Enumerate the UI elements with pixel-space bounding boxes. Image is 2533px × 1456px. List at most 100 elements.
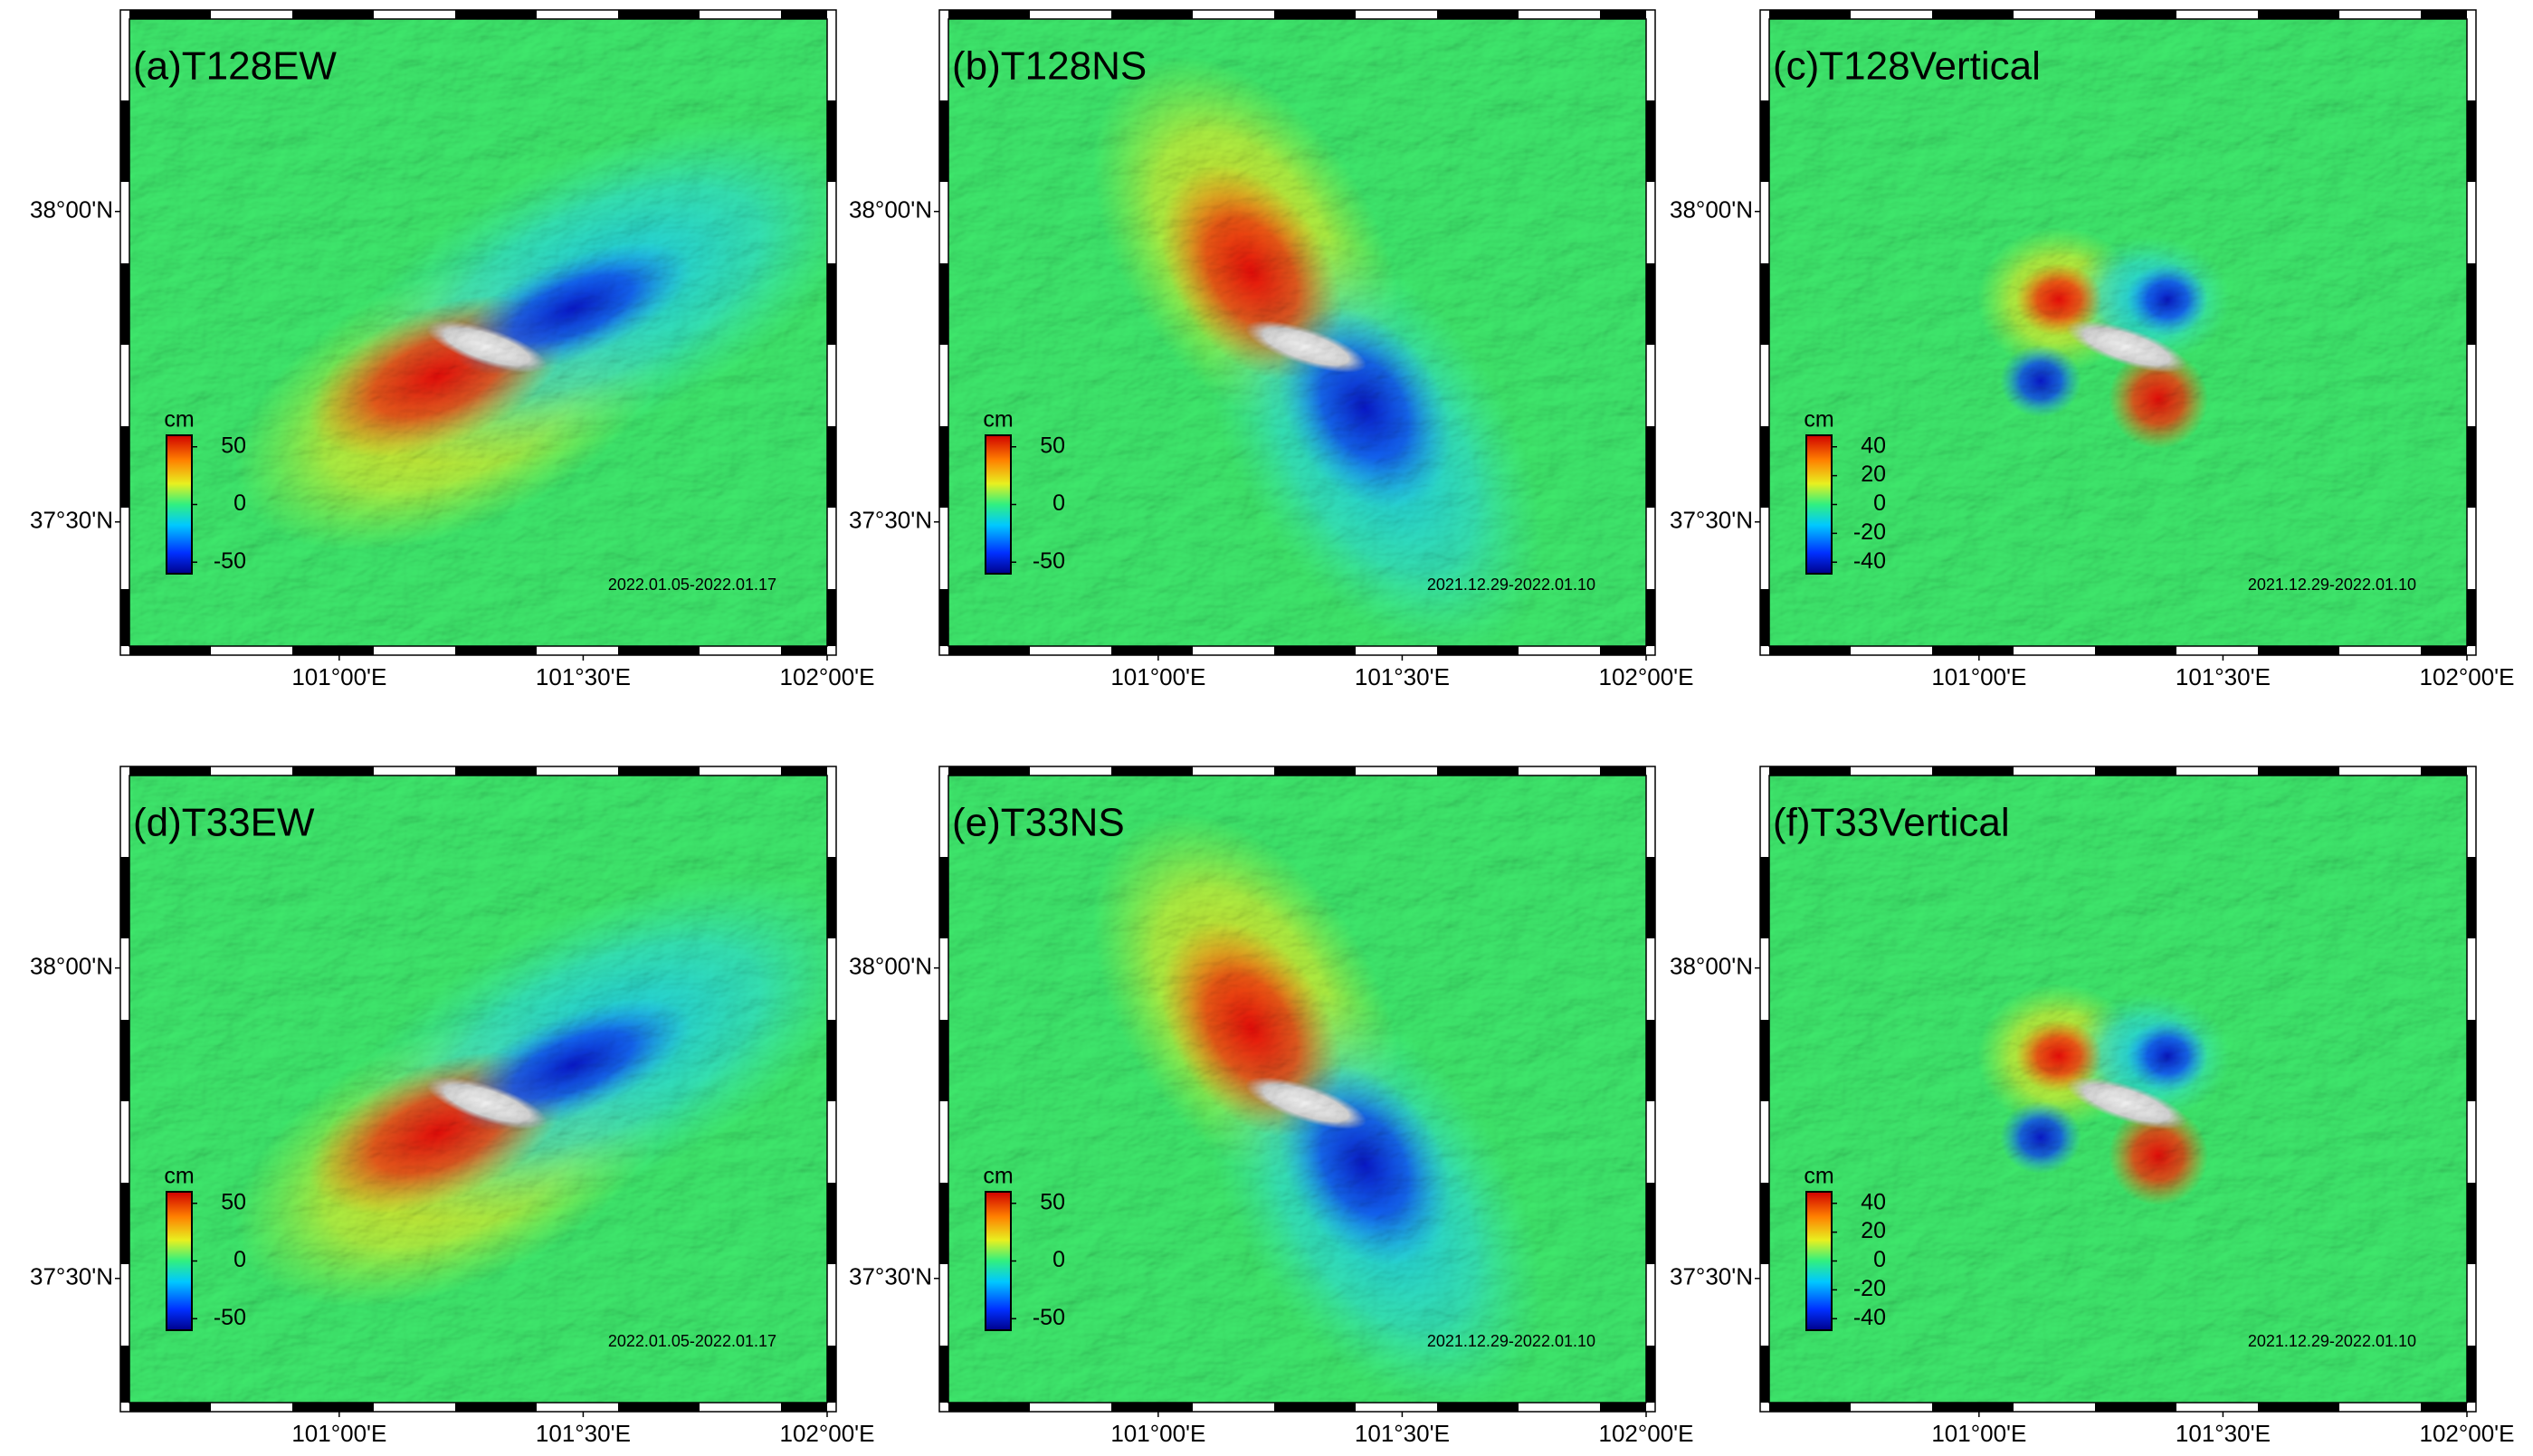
colorbar-tick-label: -50 [214, 548, 246, 574]
map-panel: 37°30'N 38°00'N 101°00'E 101°30'E 102°00'E (c… [1670, 9, 2515, 690]
x-tick-label: 101°30'E [1355, 1420, 1450, 1447]
frame-stripe [1932, 1403, 2014, 1412]
colorbar [166, 434, 193, 575]
frame-stripe [618, 646, 700, 655]
hillshade [1769, 19, 2467, 646]
frame-stripe [2258, 646, 2339, 655]
frame-stripe [120, 426, 129, 508]
frame-stripe [1111, 766, 1193, 776]
frame-stripe [120, 100, 129, 182]
hillshade [1769, 776, 2467, 1403]
map-panel: 37°30'N 38°00'N 101°00'E 101°30'E 102°00'E (a… [30, 9, 875, 690]
frame-stripe [781, 10, 827, 19]
frame-stripe [1437, 766, 1519, 776]
frame-stripe [120, 1020, 129, 1101]
frame-stripe [939, 100, 948, 182]
frame-stripe [939, 589, 948, 646]
colorbar-tick-label: 0 [233, 1247, 246, 1272]
frame-stripe [2095, 10, 2176, 19]
frame-stripe [939, 1183, 948, 1264]
panel-label: (a)T128EW [133, 44, 337, 89]
frame-stripe [120, 589, 129, 646]
frame-stripe [827, 426, 836, 508]
colorbar-tick-label: 0 [1873, 1247, 1886, 1272]
frame-stripe [1111, 1403, 1193, 1412]
colorbar-tick-label: 0 [233, 490, 246, 516]
colorbar-tick-label: 50 [221, 433, 246, 458]
colorbar-tick-label: 40 [1861, 433, 1886, 458]
frame-stripe [2467, 100, 2476, 182]
frame-stripe [2467, 1183, 2476, 1264]
colorbar-tick-label: -50 [1033, 1305, 1065, 1330]
frame-stripe [1769, 766, 1851, 776]
frame-stripe [1646, 589, 1655, 646]
frame-stripe [120, 263, 129, 345]
colorbar-tick-label: 50 [221, 1189, 246, 1214]
frame-stripe [1769, 10, 1851, 19]
colorbar [1805, 434, 1833, 575]
frame-stripe [2258, 766, 2339, 776]
map-panel: 37°30'N 38°00'N 101°00'E 101°30'E 102°00'E (d… [30, 766, 875, 1447]
frame-stripe [1769, 1403, 1851, 1412]
frame-stripe [1760, 1346, 1769, 1403]
frame-stripe [618, 10, 700, 19]
x-tick-label: 102°00'E [2419, 663, 2514, 690]
frame-stripe [2467, 263, 2476, 345]
date-range: 2021.12.29-2022.01.10 [1427, 576, 1595, 594]
colorbar-unit: cm [983, 407, 1013, 433]
x-tick-label: 101°00'E [1110, 663, 1205, 690]
x-tick-label: 101°30'E [1355, 663, 1450, 690]
frame-stripe [1437, 10, 1519, 19]
colorbar-tick-label: 40 [1861, 1189, 1886, 1214]
frame-stripe [455, 766, 537, 776]
frame-stripe [1600, 1403, 1646, 1412]
x-tick-label: 101°30'E [536, 663, 631, 690]
x-tick-label: 102°00'E [1598, 1420, 1693, 1447]
frame-stripe [1932, 646, 2014, 655]
frame-stripe [1760, 263, 1769, 345]
colorbar-unit: cm [1804, 407, 1833, 433]
frame-stripe [2095, 1403, 2176, 1412]
frame-stripe [1274, 646, 1356, 655]
y-tick-label: 38°00'N [1670, 953, 1753, 980]
frame-stripe [1111, 10, 1193, 19]
frame-stripe [1760, 1183, 1769, 1264]
frame-stripe [1760, 589, 1769, 646]
frame-stripe [1760, 100, 1769, 182]
frame-stripe [939, 426, 948, 508]
x-tick-label: 101°00'E [1110, 1420, 1205, 1447]
frame-stripe [1646, 100, 1655, 182]
frame-stripe [120, 1346, 129, 1403]
map-frame [129, 775, 828, 1404]
colorbar [985, 1191, 1012, 1331]
hillshade [948, 19, 1646, 646]
x-tick-label: 101°30'E [2176, 663, 2271, 690]
x-tick-label: 102°00'E [2419, 1420, 2514, 1447]
frame-stripe [2467, 1020, 2476, 1101]
map-image [1769, 776, 2467, 1403]
colorbar-unit: cm [164, 407, 194, 433]
frame-stripe [2095, 766, 2176, 776]
x-tick-label: 101°00'E [291, 1420, 386, 1447]
panel-label: (b)T128NS [952, 44, 1147, 89]
frame-stripe [1760, 857, 1769, 938]
date-range: 2021.12.29-2022.01.10 [2248, 576, 2416, 594]
frame-stripe [292, 646, 374, 655]
y-tick-label: 37°30'N [30, 1263, 113, 1290]
colorbar-unit: cm [1804, 1164, 1833, 1189]
map-image [129, 19, 827, 646]
hillshade [129, 776, 827, 1403]
colorbar-unit: cm [164, 1164, 194, 1189]
colorbar [166, 1191, 193, 1331]
colorbar-tick-label: 20 [1861, 1218, 1886, 1243]
frame-stripe [2467, 589, 2476, 646]
frame-stripe [2258, 1403, 2339, 1412]
y-tick-label: 38°00'N [849, 953, 932, 980]
colorbar-tick-label: 50 [1040, 433, 1065, 458]
x-tick-label: 102°00'E [1598, 663, 1693, 690]
map-image [1769, 19, 2467, 646]
x-tick-label: 101°00'E [1931, 1420, 2026, 1447]
date-range: 2021.12.29-2022.01.10 [2248, 1332, 2416, 1350]
date-range: 2022.01.05-2022.01.17 [608, 1332, 776, 1350]
map-image [129, 776, 827, 1403]
